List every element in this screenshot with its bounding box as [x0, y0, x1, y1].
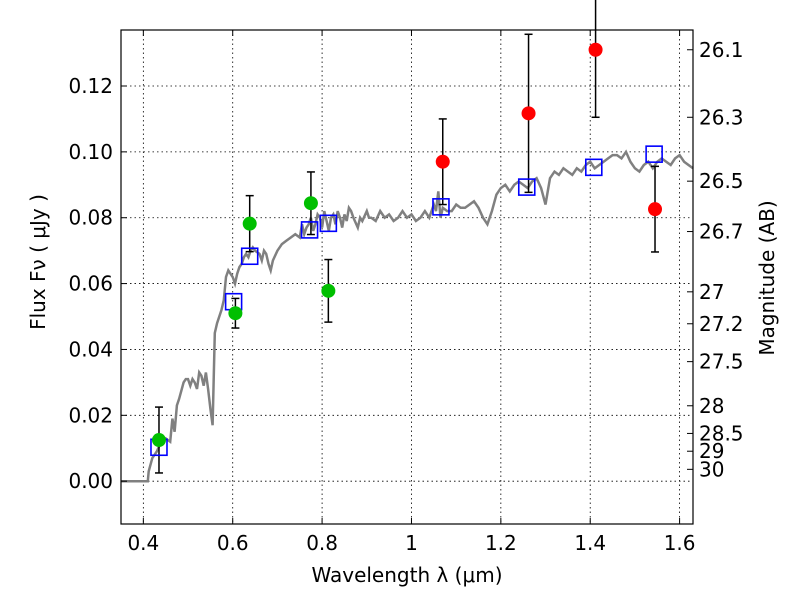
x-tick-label: 1.4: [574, 531, 606, 555]
y2-tick-label: 28.5: [699, 421, 744, 445]
model-square-marker: [319, 214, 338, 233]
y2-tick-label: 28: [699, 394, 724, 418]
y2-tick-label: 27.2: [699, 312, 744, 336]
green-data-point: [321, 283, 336, 298]
y-tick-label: 0.00: [68, 469, 113, 493]
red-data-point: [648, 202, 663, 217]
x-tick-label: 0.6: [217, 531, 249, 555]
model-square-marker: [300, 221, 319, 239]
y-axis-label: Flux Fν ( μJy ): [26, 194, 50, 330]
red-data-point: [435, 154, 450, 169]
y-tick-label: 0.12: [68, 74, 113, 98]
y-tick-label: 0.02: [68, 403, 113, 427]
data-markers: [150, 42, 663, 457]
grid-lines: [121, 30, 693, 524]
error-bars: [154, 0, 660, 474]
green-data-point: [151, 433, 166, 448]
model-square-marker: [432, 198, 450, 216]
model-square-marker: [645, 145, 663, 163]
y-tick-label: 0.06: [68, 272, 113, 296]
x-tick-label: 0.4: [127, 531, 159, 555]
y-tick-label: 0.10: [68, 140, 113, 164]
green-data-point: [242, 216, 257, 231]
tick-labels: 0.4 0.6 0.8 1 1.2 1.4 1.6 0.00 0.02 0.04 0.06 0.08 0…: [68, 38, 743, 555]
y2-tick-label: 30: [699, 457, 724, 481]
y2-axis-label: Magnitude (AB): [755, 200, 779, 355]
model-spectrum-line: [121, 149, 694, 483]
x-tick-label: 1: [405, 531, 418, 555]
y2-tick-label: 27: [699, 280, 724, 304]
y2-tick-label: 26.5: [699, 169, 744, 193]
x-tick-label: 1.2: [485, 531, 517, 555]
model-square-marker: [584, 158, 603, 177]
axis-ticks: [121, 30, 693, 524]
model-square-marker: [517, 178, 536, 196]
red-data-point: [588, 42, 603, 57]
y2-tick-label: 29: [699, 439, 724, 463]
x-tick-label: 1.6: [664, 531, 696, 555]
x-tick-label: 0.8: [306, 531, 338, 555]
green-data-point: [228, 306, 243, 321]
green-data-point: [303, 196, 318, 211]
y-tick-label: 0.08: [68, 206, 113, 230]
y2-tick-label: 26.1: [699, 38, 744, 62]
y2-tick-label: 26.3: [699, 105, 744, 129]
red-data-point: [521, 106, 536, 121]
x-axis-label: Wavelength λ (μm): [311, 563, 502, 587]
model-square-marker: [240, 247, 259, 266]
y-tick-label: 0.04: [68, 337, 113, 361]
y2-tick-label: 27.5: [699, 350, 744, 374]
y2-tick-label: 26.7: [699, 220, 744, 244]
plot-frame: [120, 29, 694, 525]
